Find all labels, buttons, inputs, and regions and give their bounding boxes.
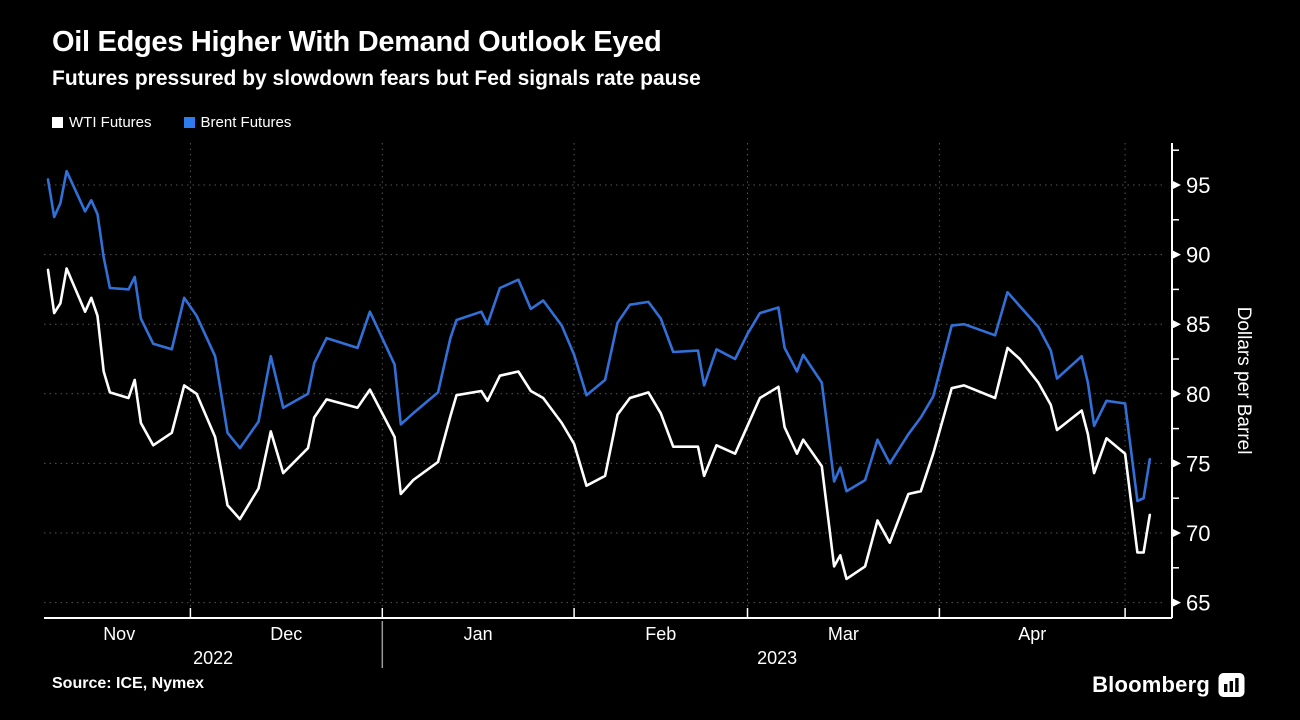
- x-month-label: Dec: [270, 624, 302, 644]
- y-tick-label: 75: [1186, 451, 1210, 476]
- year-label-2023: 2023: [757, 648, 797, 668]
- brent-futures-line: [46, 169, 1152, 503]
- y-tick-arrow-icon: [1172, 319, 1181, 329]
- x-month-label: Feb: [645, 624, 676, 644]
- legend-label-brent: Brent Futures: [200, 114, 292, 131]
- x-month-label: Nov: [103, 624, 135, 644]
- wti-futures-line: [46, 267, 1152, 581]
- y-tick-label: 80: [1186, 382, 1210, 407]
- page-title: Oil Edges Higher With Demand Outlook Eye…: [52, 26, 662, 58]
- y-tick-arrow-icon: [1172, 389, 1181, 399]
- y-tick-arrow-icon: [1172, 458, 1181, 468]
- y-tick-label: 85: [1186, 312, 1210, 337]
- x-month-label: Apr: [1018, 624, 1046, 644]
- y-tick-arrow-icon: [1172, 180, 1181, 190]
- y-tick-arrow-icon: [1172, 250, 1181, 260]
- legend-item-wti: WTI Futures: [52, 114, 152, 131]
- x-month-label: Jan: [464, 624, 493, 644]
- bloomberg-wordmark: Bloomberg: [1092, 672, 1210, 697]
- bloomberg-logo: Bloomberg: [1092, 672, 1245, 698]
- legend-item-brent: Brent Futures: [183, 114, 292, 131]
- y-tick-arrow-icon: [1172, 528, 1181, 538]
- y-axis-title: Dollars per Barrel: [1233, 307, 1254, 455]
- y-tick-label: 95: [1186, 173, 1210, 198]
- y-tick-label: 70: [1186, 521, 1210, 546]
- wti-swatch-icon: [52, 117, 63, 128]
- brent-swatch-icon: [183, 117, 195, 128]
- x-month-label: Mar: [828, 624, 859, 644]
- y-tick-label: 90: [1186, 243, 1210, 268]
- source-note: Source: ICE, Nymex: [52, 675, 205, 692]
- year-label-2022: 2022: [193, 648, 233, 668]
- bloomberg-chart-bubble-icon: [1218, 673, 1245, 697]
- page-subtitle: Futures pressured by slowdown fears but …: [52, 67, 701, 90]
- y-tick-label: 65: [1186, 591, 1210, 616]
- legend-label-wti: WTI Futures: [69, 114, 152, 131]
- y-tick-arrow-icon: [1172, 598, 1181, 608]
- legend: WTI Futures Brent Futures: [52, 114, 291, 131]
